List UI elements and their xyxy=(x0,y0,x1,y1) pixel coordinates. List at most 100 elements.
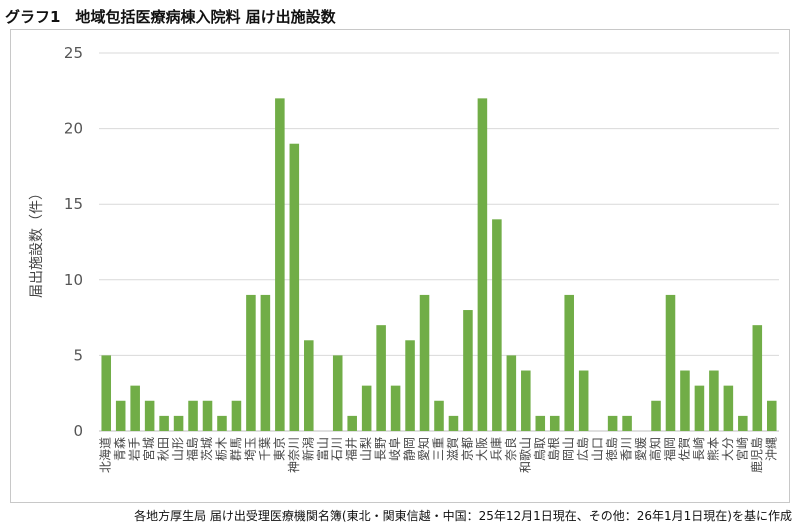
x-tick-label: 香川 xyxy=(620,437,634,461)
x-tick-label: 宮城 xyxy=(141,437,156,461)
x-tick-label: 長野 xyxy=(374,437,388,461)
bar xyxy=(622,415,632,431)
bar xyxy=(361,385,372,431)
x-tick-label: 島根 xyxy=(546,437,561,461)
y-tick-label: 10 xyxy=(64,271,83,289)
bar xyxy=(766,400,777,431)
x-tick-label: 奈良 xyxy=(503,437,518,461)
x-tick-label: 静岡 xyxy=(403,437,417,461)
y-axis-label: 届出施設数（件） xyxy=(29,186,45,298)
bar xyxy=(173,415,184,431)
x-tick-label: 福岡 xyxy=(662,437,677,461)
y-tick-label: 20 xyxy=(64,120,83,138)
y-axis-ticks: 0 5 10 15 20 25 xyxy=(64,44,83,440)
x-tick-label: 茨城 xyxy=(200,437,214,461)
x-tick-label: 東京 xyxy=(272,437,286,461)
x-tick-label: 福井 xyxy=(344,437,359,461)
bar xyxy=(260,294,271,431)
x-tick-label: 沖縄 xyxy=(763,437,778,461)
bar xyxy=(376,325,386,431)
x-tick-label: 神奈川 xyxy=(287,437,301,473)
bar xyxy=(477,98,488,432)
bar xyxy=(607,415,618,431)
bar xyxy=(448,415,459,431)
bar xyxy=(115,400,126,431)
x-tick-label: 秋田 xyxy=(157,437,171,461)
x-tick-label: 群馬 xyxy=(229,437,243,461)
bar xyxy=(738,415,748,431)
bar xyxy=(723,385,734,431)
x-tick-label: 千葉 xyxy=(258,437,272,461)
bar xyxy=(651,400,661,431)
x-tick-label: 三重 xyxy=(432,437,446,461)
bar xyxy=(752,325,763,431)
x-tick-label: 広島 xyxy=(575,437,590,461)
bar xyxy=(506,355,517,431)
bar xyxy=(549,415,560,431)
x-tick-label: 兵庫 xyxy=(489,437,503,461)
x-tick-label: 和歌山 xyxy=(517,437,532,473)
x-tick-label: 鳥取 xyxy=(532,437,547,461)
x-tick-label: 石川 xyxy=(330,437,344,461)
bar xyxy=(564,294,574,431)
bar xyxy=(463,310,473,431)
bar xyxy=(492,219,502,431)
bar xyxy=(434,400,444,431)
bar xyxy=(246,294,256,431)
x-tick-label: 愛媛 xyxy=(634,437,648,461)
x-tick-label: 山形 xyxy=(171,437,185,461)
x-tick-label: 大阪 xyxy=(475,437,489,461)
chart-frame: 0 5 10 15 20 25 北海道 青森 岩手 宮城 秋田 山形 福島 茨城 栃木 群馬 埼玉 千葉 東京 神奈… xyxy=(10,29,790,503)
bar xyxy=(332,355,343,431)
x-tick-label: 栃木 xyxy=(214,437,228,461)
x-tick-label: 鹿児島 xyxy=(749,437,764,473)
x-tick-label: 青森 xyxy=(112,437,127,461)
x-tick-label: 岐阜 xyxy=(388,437,402,461)
x-tick-label: 岡山 xyxy=(562,437,576,461)
x-tick-label: 富山 xyxy=(315,437,330,461)
x-tick-label: 滋賀 xyxy=(446,437,460,461)
bar xyxy=(390,385,401,431)
y-tick-label: 15 xyxy=(64,195,83,213)
y-tick-label: 5 xyxy=(73,346,83,364)
y-tick-label: 25 xyxy=(64,44,83,62)
bar xyxy=(144,400,155,431)
bar xyxy=(289,143,300,431)
x-tick-label: 岩手 xyxy=(127,437,142,461)
x-tick-label: 愛知 xyxy=(417,437,431,461)
bar xyxy=(578,370,589,431)
bar xyxy=(665,294,676,431)
source-note: 各地方厚生局 届け出受理医療機関名簿(東北・関東信越・中国：25年12月1日現在… xyxy=(134,509,792,523)
x-tick-label: 新潟 xyxy=(300,437,315,461)
bar xyxy=(202,400,213,431)
x-tick-label: 山口 xyxy=(591,437,605,461)
bar xyxy=(130,385,140,431)
bar xyxy=(405,340,415,431)
bar xyxy=(275,98,285,432)
bar xyxy=(347,415,357,431)
bar xyxy=(694,385,705,431)
x-tick-label: 徳島 xyxy=(604,437,619,461)
gridlines xyxy=(99,52,779,432)
bar xyxy=(680,370,690,431)
x-tick-label: 佐賀 xyxy=(677,437,691,461)
bar xyxy=(217,415,227,431)
bar xyxy=(304,340,314,431)
bar xyxy=(159,415,169,431)
x-tick-label: 北海道 xyxy=(98,437,113,473)
bar xyxy=(231,400,242,431)
bar xyxy=(101,355,112,431)
x-tick-label: 山梨 xyxy=(359,437,373,461)
x-tick-label: 京都 xyxy=(460,437,474,461)
x-axis-labels: 北海道 青森 岩手 宮城 秋田 山形 福島 茨城 栃木 群馬 埼玉 千葉 東京 神奈川 新潟 富山 石川 福井 山梨… xyxy=(98,437,779,473)
page-title: グラフ1 地域包括医療病棟入院料 届け出施設数 xyxy=(5,8,336,26)
bar xyxy=(535,415,546,431)
bar xyxy=(709,370,719,431)
bar xyxy=(188,400,198,431)
x-tick-label: 福島 xyxy=(185,437,200,461)
bar xyxy=(419,294,430,431)
x-tick-label: 宮崎 xyxy=(734,437,749,461)
bars xyxy=(101,98,777,432)
bar-chart: 0 5 10 15 20 25 北海道 青森 岩手 宮城 秋田 山形 福島 茨城 栃木 群馬 埼玉 千葉 東京 神奈… xyxy=(29,44,779,473)
bar xyxy=(521,370,531,431)
